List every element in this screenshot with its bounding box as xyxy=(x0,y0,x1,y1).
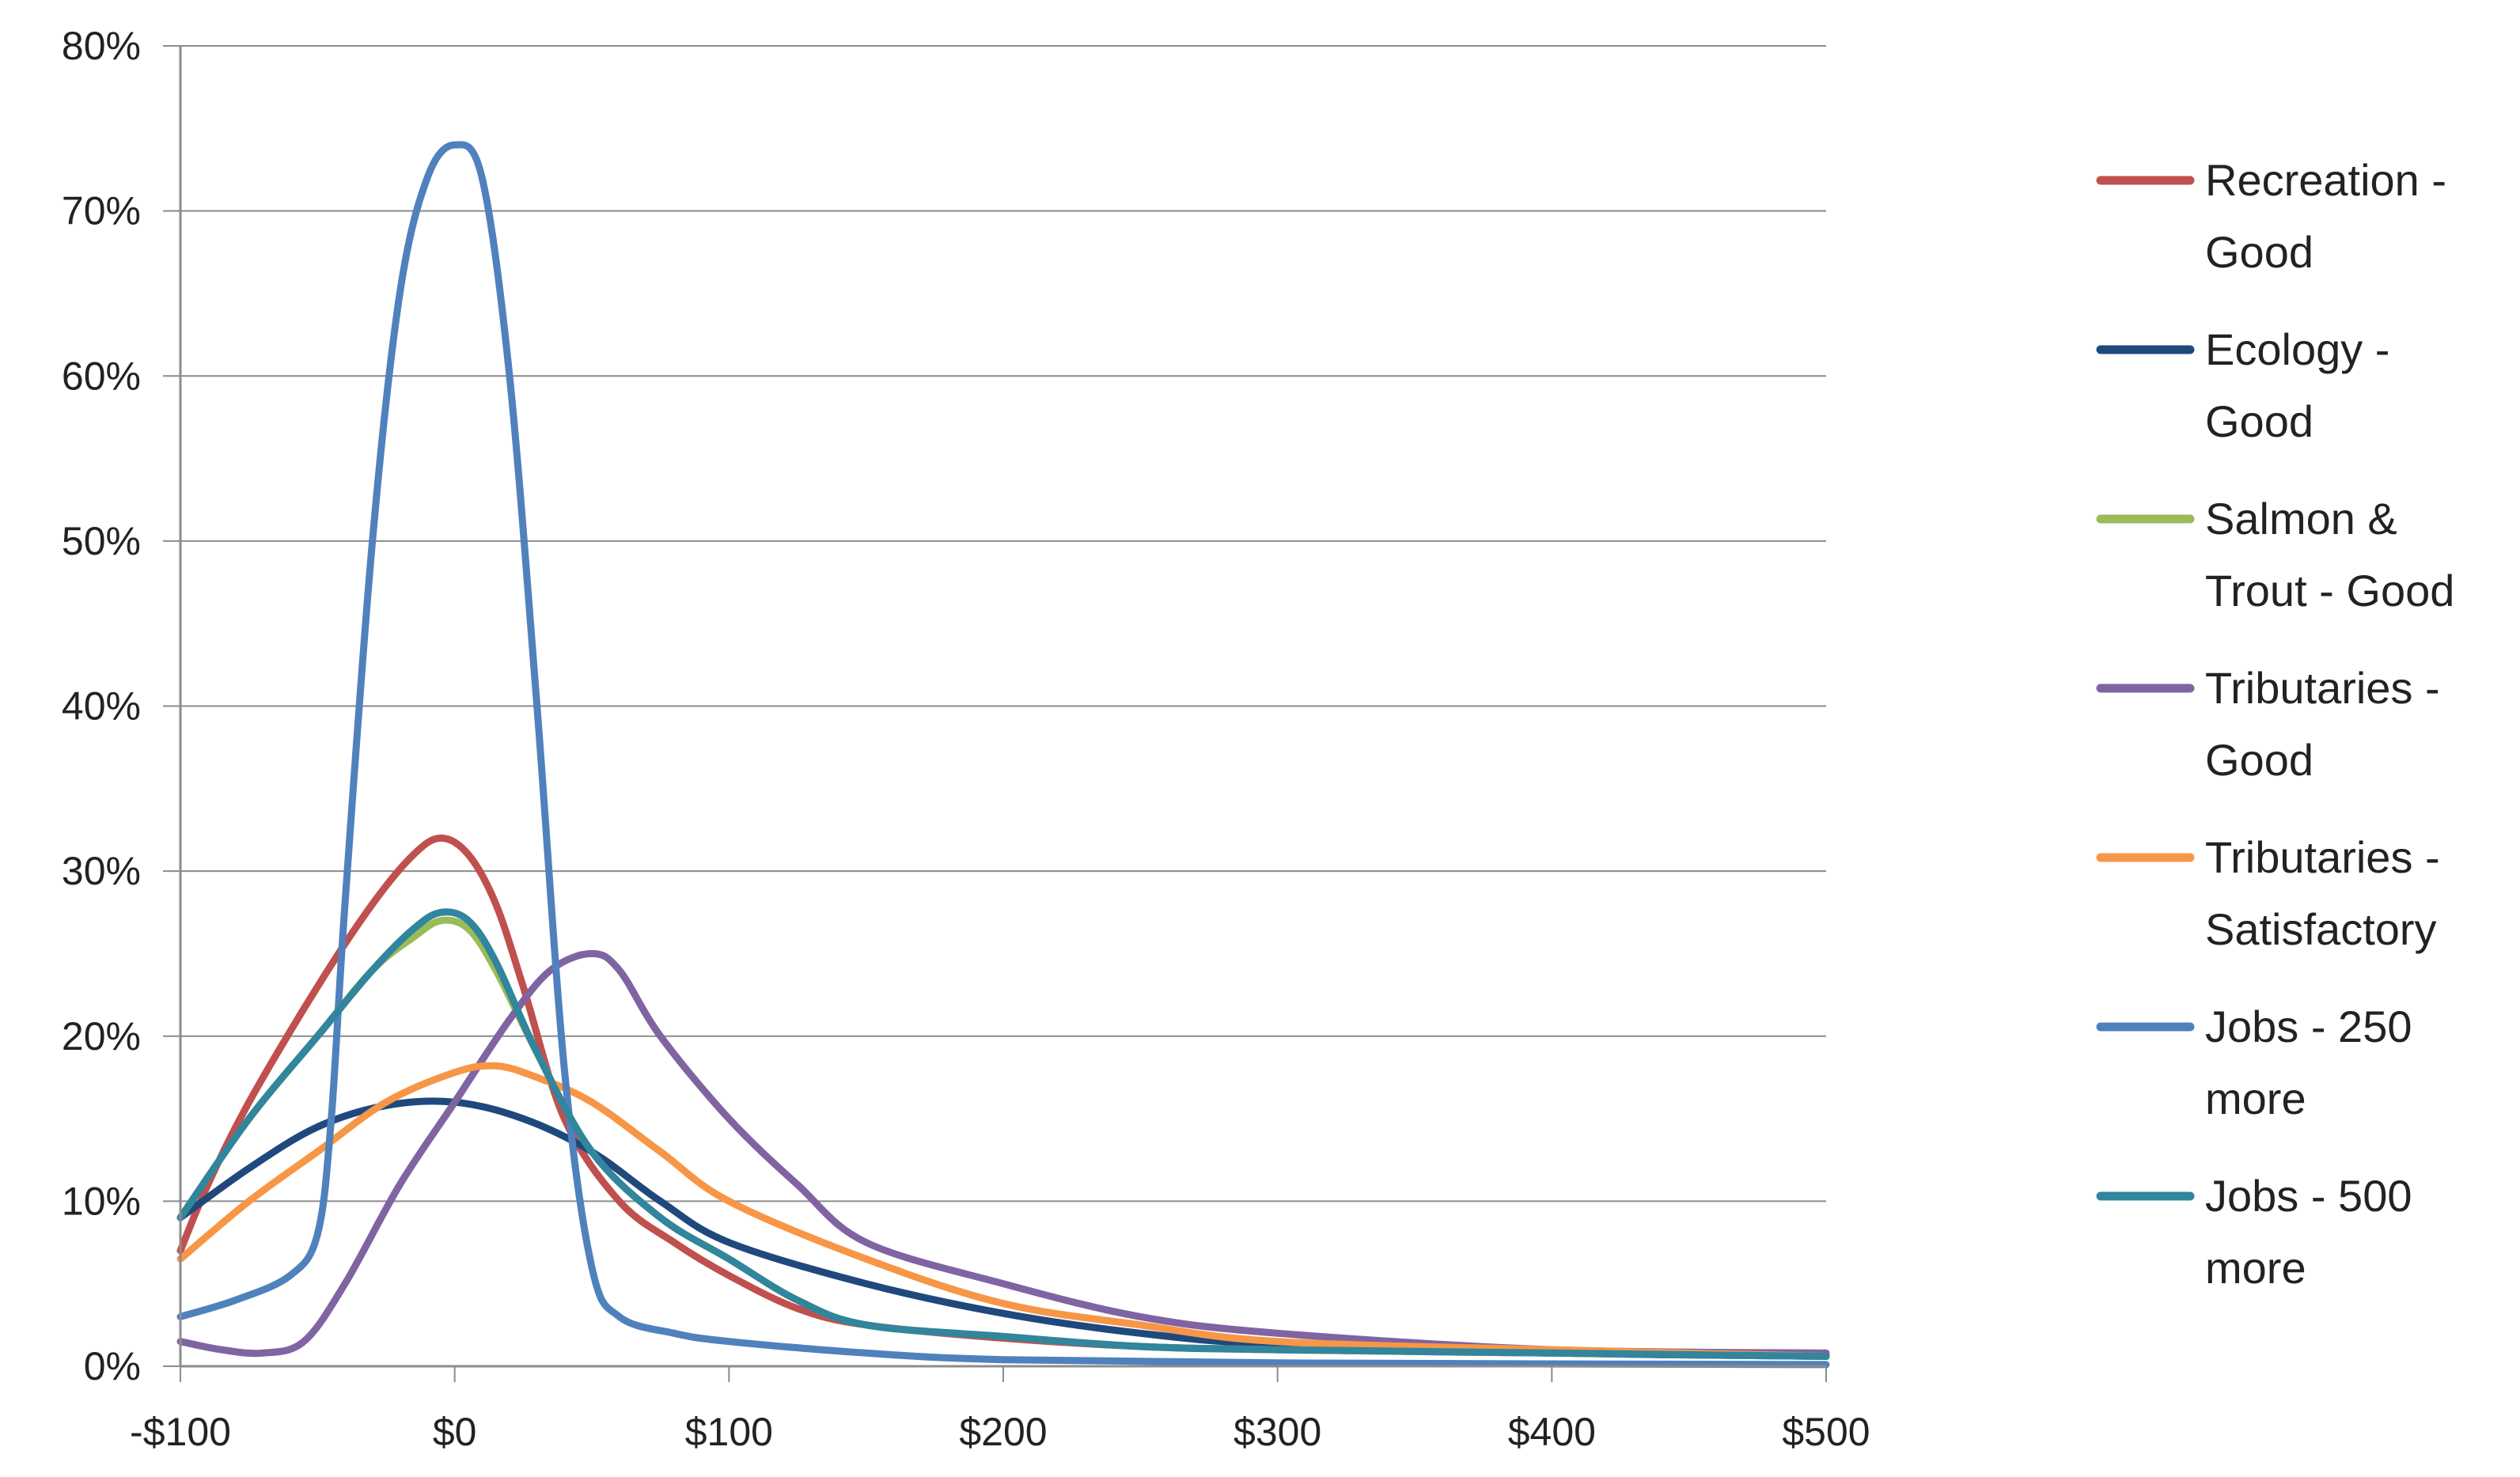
x-tick-label: $400 xyxy=(1508,1410,1596,1454)
legend-label-3: Tributaries -Good xyxy=(2205,663,2440,785)
y-tick-label: 80% xyxy=(62,24,141,68)
legend-label-5: Jobs - 250 more xyxy=(2205,1002,2412,1123)
legend-label-6: Jobs - 500 more xyxy=(2205,1171,2412,1293)
x-tick-label: $0 xyxy=(433,1410,477,1454)
legend-label-0: Recreation -Good xyxy=(2205,155,2446,277)
y-tick-label: 60% xyxy=(62,354,141,398)
y-tick-label: 20% xyxy=(62,1014,141,1059)
y-axis-tick-labels: 0% 10% 20% 30% 40% 50% 60% 70% 80% xyxy=(62,24,180,1388)
y-tick-label: 50% xyxy=(62,519,141,563)
y-tick-label: 40% xyxy=(62,684,141,729)
x-tick-label: -$100 xyxy=(130,1410,231,1454)
x-tick-label: $500 xyxy=(1782,1410,1870,1454)
x-axis-tick-labels: -$100 $0 $100 $200 $300 $400 $500 xyxy=(130,1366,1870,1454)
legend-label-2: Salmon & Trout - Good xyxy=(2205,494,2454,615)
legend: Recreation -Good Ecology -Good Salmon & Tro… xyxy=(2096,155,2454,1293)
y-tick-label: 0% xyxy=(84,1344,141,1388)
x-tick-label: $100 xyxy=(685,1410,773,1454)
legend-label-1: Ecology -Good xyxy=(2205,324,2389,446)
series-line-3 xyxy=(176,949,1830,1358)
series-line-4 xyxy=(176,1062,1830,1360)
series-line-6 xyxy=(176,908,1830,1360)
series-line-5 xyxy=(176,141,1830,1369)
x-tick-label: $300 xyxy=(1233,1410,1321,1454)
y-tick-label: 10% xyxy=(62,1179,141,1223)
axes xyxy=(179,46,1826,1368)
y-tick-label: 30% xyxy=(62,849,141,893)
y-tick-label: 70% xyxy=(62,189,141,233)
data-series xyxy=(176,141,1830,1369)
x-tick-label: $200 xyxy=(959,1410,1047,1454)
gridlines xyxy=(180,45,1826,1367)
legend-label-4: Tributaries -Satisfactory xyxy=(2205,832,2440,954)
